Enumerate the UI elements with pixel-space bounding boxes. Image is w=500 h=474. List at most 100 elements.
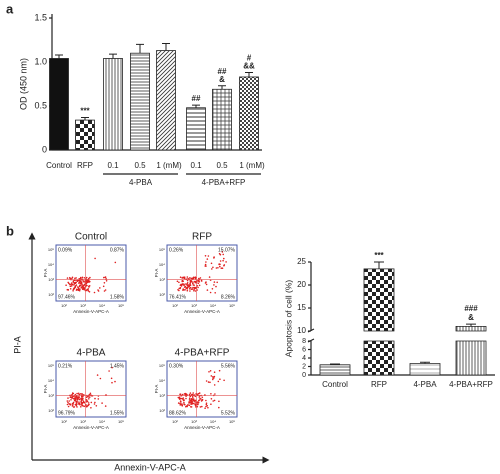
event-dot	[201, 398, 204, 401]
event-dot	[185, 397, 187, 400]
event-dot	[104, 276, 107, 279]
event-dot	[103, 290, 106, 292]
flow-plot: RFP 0.26% 15.07% 76.41% 8.26% PI-A Annexin-V-A…	[154, 232, 238, 314]
event-dot	[80, 406, 82, 408]
event-dot	[205, 261, 207, 263]
event-dot	[213, 399, 216, 402]
event-dot	[94, 397, 96, 400]
y-tick-label: 10	[297, 326, 306, 335]
event-dot	[190, 398, 193, 401]
event-dot	[189, 280, 191, 282]
x-tick-label: 0.5	[216, 161, 228, 170]
error-bar	[374, 261, 384, 269]
event-dot	[197, 286, 199, 289]
event-dot	[205, 405, 207, 408]
event-dot	[80, 393, 82, 395]
event-dot	[78, 401, 80, 404]
event-dot	[82, 405, 84, 407]
event-dot	[185, 287, 187, 289]
event-dot	[77, 287, 80, 290]
event-dot	[205, 281, 207, 283]
event-dot	[70, 399, 72, 401]
event-dot	[186, 283, 188, 286]
event-dot	[211, 268, 213, 270]
plot-x-tick-label: 10²	[61, 419, 67, 424]
event-dot	[69, 276, 71, 279]
event-dot	[72, 392, 75, 395]
event-dot	[185, 405, 187, 408]
event-dot	[188, 401, 190, 403]
event-dot	[196, 401, 199, 403]
bar	[319, 364, 351, 376]
event-dot	[101, 402, 103, 404]
event-dot	[104, 289, 107, 291]
error-bar	[109, 53, 117, 59]
event-dot	[73, 284, 75, 286]
event-dot	[191, 280, 193, 283]
bar	[75, 119, 95, 151]
event-dot	[114, 380, 116, 383]
event-dot	[201, 396, 204, 399]
event-dot	[75, 396, 78, 398]
event-dot	[184, 392, 187, 395]
event-dot	[183, 277, 186, 280]
event-dot	[83, 288, 85, 291]
plot-title: Control	[75, 232, 107, 243]
event-dot	[67, 281, 69, 284]
plot-x-tick-label: 10³	[191, 419, 197, 424]
event-dot	[212, 378, 214, 381]
event-dot	[192, 282, 194, 284]
plot-y-label: PI-A	[154, 385, 159, 394]
quadrant-percent: 1.55%	[110, 410, 125, 416]
quadrant-percent: 0.87%	[110, 247, 125, 253]
event-dot	[74, 277, 76, 280]
event-dot	[75, 400, 78, 403]
event-dot	[82, 287, 84, 289]
bar	[409, 363, 441, 376]
event-dot	[190, 403, 192, 406]
event-dot	[208, 276, 211, 278]
plot-y-tick-label: 10³	[48, 393, 54, 398]
event-dot	[198, 392, 201, 394]
quadrant-percent: 0.26%	[169, 247, 184, 253]
event-dot	[177, 396, 180, 399]
error-bar	[218, 85, 226, 90]
bar	[212, 88, 232, 151]
x-tick-label: 1 (mM)	[239, 161, 265, 170]
event-dot	[194, 290, 197, 292]
event-dot	[212, 266, 214, 269]
plot-x-label: Annexin-V-APC-A	[184, 425, 220, 430]
event-dot	[89, 276, 91, 279]
event-dot	[183, 399, 185, 401]
event-dot	[71, 276, 74, 279]
event-dot	[194, 281, 197, 284]
event-dot	[183, 276, 186, 279]
event-dot	[205, 402, 208, 405]
event-dot	[67, 405, 70, 408]
event-dot	[196, 403, 199, 406]
event-dot	[181, 277, 183, 279]
event-dot	[79, 398, 81, 400]
event-dot	[196, 405, 199, 408]
event-dot	[193, 290, 195, 292]
plot-title: 4-PBA+RFP	[175, 348, 230, 359]
bar	[186, 107, 206, 151]
event-dot	[69, 396, 72, 399]
event-dot	[186, 286, 189, 289]
event-dot	[80, 285, 82, 287]
event-dot	[219, 260, 222, 262]
event-dot	[81, 397, 83, 400]
event-dot	[72, 406, 75, 408]
bar	[363, 268, 395, 376]
event-dot	[75, 284, 78, 286]
event-dot	[78, 402, 80, 405]
event-dot	[213, 371, 216, 374]
event-dot	[198, 284, 201, 287]
error-bar	[81, 116, 89, 121]
event-dot	[80, 400, 82, 402]
event-dot	[81, 402, 83, 405]
event-dot	[205, 380, 208, 382]
event-dot	[85, 289, 87, 292]
event-dot	[188, 285, 190, 287]
plot-y-tick-label: 10²	[159, 292, 165, 297]
